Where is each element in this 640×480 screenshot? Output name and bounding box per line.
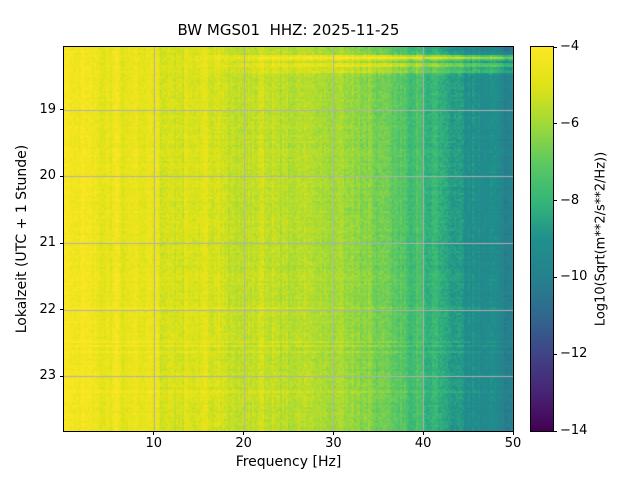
colorbar-tick-mark xyxy=(553,200,557,202)
colorbar-canvas xyxy=(531,47,553,431)
colorbar-label: Log10(Sqrt(m**2/s**2/Hz)) xyxy=(593,151,609,327)
colorbar-tick-mark xyxy=(553,123,557,125)
plot-title: BW MGS01 HHZ: 2025-11-25 xyxy=(177,21,400,39)
x-axis-label: Frequency [Hz] xyxy=(235,454,342,470)
y-tick-mark xyxy=(60,175,64,177)
y-tick-label: 22 xyxy=(39,301,56,317)
x-tick-label: 40 xyxy=(414,436,432,451)
colorbar-tick-label: −14 xyxy=(560,423,588,438)
x-tick-mark xyxy=(243,431,245,435)
x-tick-label: 20 xyxy=(235,436,252,451)
y-tick-mark xyxy=(60,242,64,244)
colorbar-tick-label: −6 xyxy=(560,115,580,131)
x-tick-mark xyxy=(422,431,424,435)
y-tick-label: 20 xyxy=(39,168,56,184)
y-tick-label: 21 xyxy=(39,235,56,250)
colorbar-tick-label: −8 xyxy=(560,192,580,208)
x-tick-mark xyxy=(332,431,334,435)
colorbar-tick-mark xyxy=(553,353,557,355)
y-tick-mark xyxy=(60,309,64,311)
x-tick-label: 30 xyxy=(325,436,342,451)
colorbar-tick-label: −12 xyxy=(560,346,588,362)
colorbar-tick-label: −10 xyxy=(560,269,588,285)
y-tick-mark xyxy=(60,109,64,111)
y-tick-label: 19 xyxy=(39,101,56,117)
spectrogram-canvas xyxy=(64,47,513,431)
x-tick-mark xyxy=(153,431,155,435)
spectrogram-plot xyxy=(63,46,514,432)
y-tick-mark xyxy=(60,375,64,377)
colorbar-tick-label: −4 xyxy=(560,39,580,54)
colorbar-tick-mark xyxy=(553,430,557,432)
x-tick-mark xyxy=(512,431,514,435)
colorbar xyxy=(530,46,554,432)
x-tick-label: 50 xyxy=(504,436,522,451)
colorbar-tick-mark xyxy=(553,276,557,278)
x-tick-label: 10 xyxy=(145,436,163,451)
y-tick-label: 23 xyxy=(39,368,56,384)
colorbar-tick-mark xyxy=(553,46,557,48)
